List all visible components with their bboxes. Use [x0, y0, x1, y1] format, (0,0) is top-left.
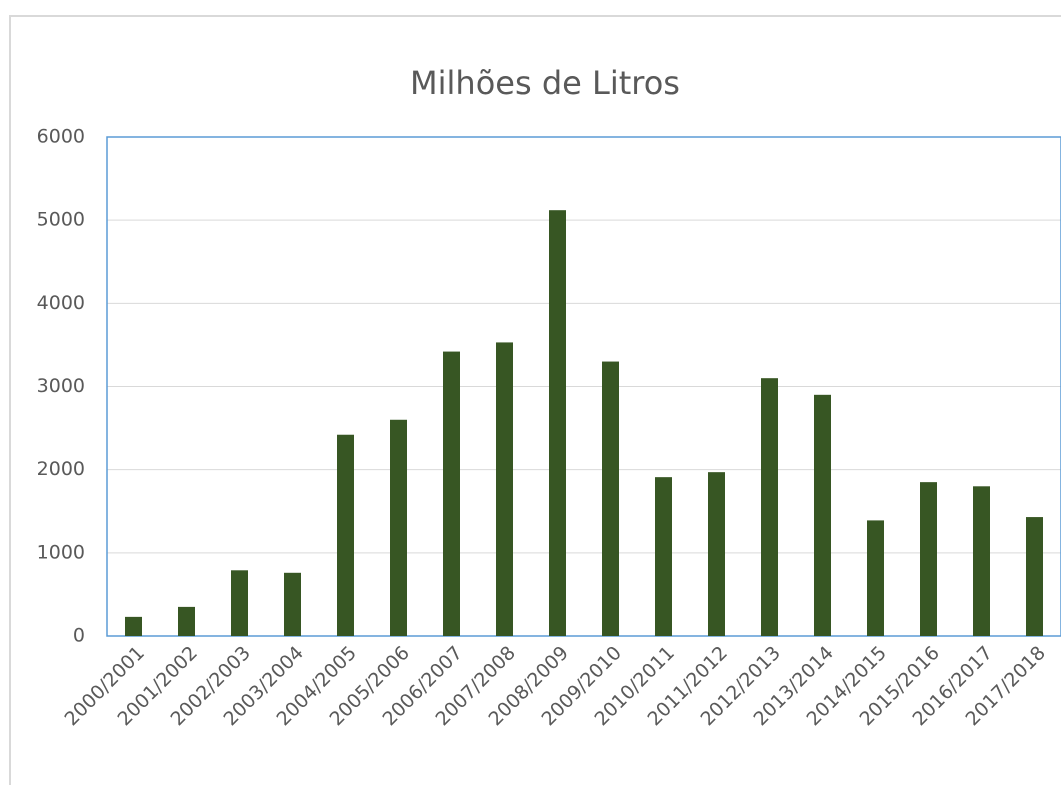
y-tick-label: 0	[73, 625, 85, 647]
bar	[655, 477, 672, 636]
bar	[231, 570, 248, 636]
y-tick-label: 4000	[37, 292, 85, 314]
bar	[1026, 517, 1043, 636]
plot-area	[106, 136, 1061, 637]
bar	[602, 361, 619, 636]
bar	[178, 606, 195, 636]
bar	[814, 394, 831, 636]
bar	[125, 616, 142, 636]
bar	[496, 342, 513, 636]
bar	[761, 378, 778, 636]
bar	[708, 472, 725, 636]
bar	[390, 419, 407, 636]
chart-title: Milhões de Litros	[410, 64, 680, 102]
y-tick-label: 2000	[37, 458, 85, 480]
chart-frame	[9, 15, 1061, 789]
bar	[867, 520, 884, 636]
bar	[337, 434, 354, 636]
bar	[920, 482, 937, 636]
y-tick-label: 6000	[37, 126, 85, 148]
bar	[284, 572, 301, 636]
bar	[549, 210, 566, 637]
y-tick-label: 3000	[37, 375, 85, 397]
bar	[973, 486, 990, 636]
y-tick-label: 5000	[37, 209, 85, 231]
bar	[443, 351, 460, 636]
y-tick-label: 1000	[37, 541, 85, 563]
